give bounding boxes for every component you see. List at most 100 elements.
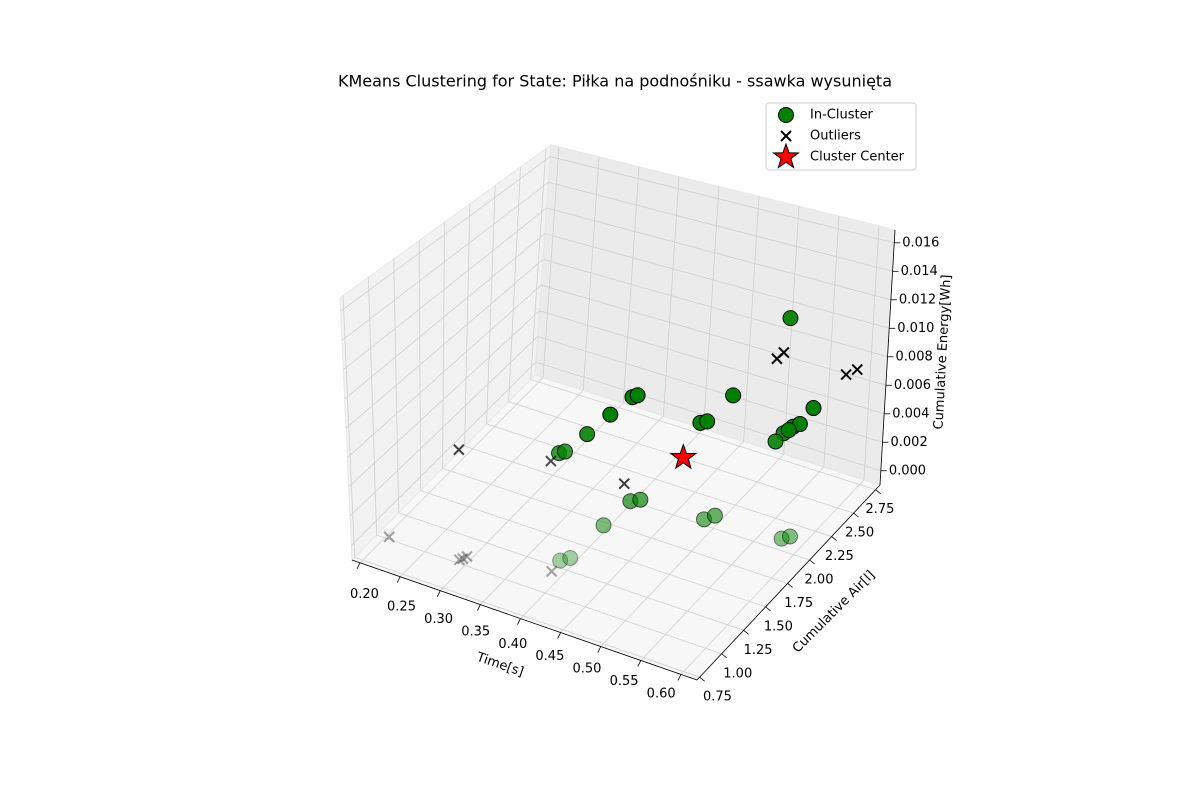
grid-line <box>354 556 700 678</box>
point <box>840 368 852 381</box>
point <box>699 413 716 430</box>
y-tick <box>721 653 727 659</box>
point <box>552 552 569 569</box>
x-tick <box>597 646 602 653</box>
x-tick-label: 0.35 <box>461 624 490 639</box>
y-tick-label: 1.50 <box>764 619 793 634</box>
x-tick <box>436 590 441 597</box>
point <box>767 433 784 450</box>
z-tick-label: 0.006 <box>894 378 931 393</box>
z-tick-label: 0.016 <box>902 235 939 250</box>
grid-line <box>359 377 544 564</box>
x-tick <box>396 576 401 583</box>
legend-label: Cluster Center <box>810 150 905 165</box>
grid-line <box>347 284 542 458</box>
point <box>778 346 790 359</box>
grid-line <box>541 284 886 386</box>
y-tick <box>875 489 881 494</box>
x-axis-label: Time[s] <box>474 650 526 680</box>
y-tick-label: 0.75 <box>703 690 732 705</box>
legend-marker <box>780 130 792 142</box>
x-tick-label: 0.55 <box>610 674 639 689</box>
y-tick <box>765 606 771 612</box>
grid-line <box>550 156 895 244</box>
z-tick-label: 0.010 <box>897 321 934 336</box>
point <box>780 422 797 439</box>
point <box>453 444 465 456</box>
y-tick-label: 1.00 <box>723 666 752 681</box>
x-tick-label: 0.50 <box>573 662 602 677</box>
grid-line <box>546 207 891 301</box>
point <box>669 443 698 470</box>
x-tick <box>356 562 361 569</box>
y-tick <box>787 583 793 588</box>
y-tick <box>743 630 749 635</box>
grid-line <box>340 156 551 312</box>
y-tick-label: 2.50 <box>845 526 874 541</box>
grid-line <box>542 258 888 358</box>
legend-label: Outliers <box>810 129 861 144</box>
point <box>782 310 799 327</box>
z-tick-label: 0.002 <box>891 435 928 450</box>
y-tick <box>809 559 815 565</box>
point <box>457 552 469 565</box>
point <box>851 363 863 376</box>
y-axis-line <box>696 484 881 681</box>
y-tick <box>831 536 837 541</box>
x-tick-label: 0.25 <box>387 599 416 614</box>
legend-marker <box>772 142 800 169</box>
point <box>545 455 557 467</box>
grid-line <box>349 336 538 517</box>
y-tick-label: 2.25 <box>825 549 854 564</box>
y-tick-label: 2.00 <box>805 573 834 588</box>
point <box>618 477 630 490</box>
y-tick-label: 1.25 <box>744 643 773 658</box>
grid-line <box>600 454 785 647</box>
grid-line <box>680 479 865 675</box>
grid-line <box>348 310 540 488</box>
y-tick-label: 2.75 <box>865 502 894 517</box>
grid-line <box>537 336 883 443</box>
tick-labels: 0.20 0.25 0.30 0.35 0.40 0.45 0.50 0.55 0.60 0.75… <box>350 235 940 704</box>
x-tick-label: 0.45 <box>535 649 564 664</box>
grid-line <box>640 466 825 661</box>
point <box>602 406 619 423</box>
grid-line <box>520 428 704 619</box>
x-tick <box>677 674 682 681</box>
grid-line <box>544 233 890 329</box>
grid-line <box>344 233 546 400</box>
point <box>725 387 742 404</box>
x-tick-label: 0.30 <box>424 612 453 627</box>
z-tick-label: 0.000 <box>889 463 926 478</box>
marks <box>383 310 863 578</box>
z-tick-label: 0.008 <box>896 349 933 364</box>
x-tick <box>637 660 642 667</box>
grid-line <box>486 423 832 537</box>
grid-line <box>420 490 766 608</box>
point <box>781 528 798 545</box>
grid-line <box>539 310 885 415</box>
grid-line <box>343 207 547 371</box>
legend: In-Cluster Outliers Cluster Center <box>765 102 917 171</box>
y-tick <box>853 512 859 518</box>
legend-box <box>765 102 917 171</box>
z-axis-line <box>879 229 896 486</box>
z-tick-label: 0.014 <box>901 264 938 279</box>
x-tick-label: 0.60 <box>647 687 676 702</box>
grid-line <box>442 468 788 584</box>
x-tick-label: 0.40 <box>498 637 527 652</box>
x-axis-line <box>351 559 698 681</box>
x-tick <box>557 632 561 639</box>
point <box>453 554 466 566</box>
grid-line <box>345 259 544 429</box>
legend-marker <box>778 107 794 123</box>
point <box>632 491 649 508</box>
z-tick-label: 0.004 <box>892 406 929 421</box>
grid-line <box>530 379 876 491</box>
grid-line <box>399 390 584 578</box>
grid-line <box>548 181 893 272</box>
grid-line <box>351 361 537 546</box>
point <box>383 531 395 543</box>
